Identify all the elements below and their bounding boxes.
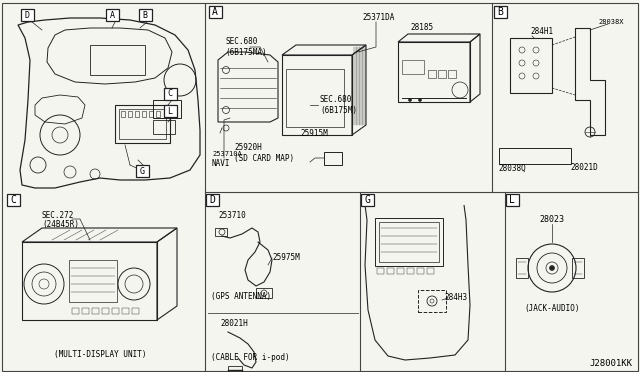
- Bar: [377, 268, 384, 274]
- Text: (24B45R): (24B45R): [42, 219, 79, 228]
- Text: G: G: [140, 167, 145, 176]
- Text: 253710: 253710: [218, 211, 246, 219]
- Text: (6B175MA): (6B175MA): [225, 48, 267, 57]
- Bar: [438, 70, 446, 78]
- Bar: [82, 308, 89, 314]
- Bar: [494, 6, 507, 18]
- Text: 28023: 28023: [540, 215, 564, 224]
- Text: 284H1: 284H1: [530, 28, 553, 36]
- Text: 25975M: 25975M: [272, 253, 300, 263]
- Bar: [418, 290, 446, 312]
- Text: 28185: 28185: [410, 23, 433, 32]
- Bar: [156, 111, 160, 117]
- Bar: [256, 288, 272, 298]
- Circle shape: [419, 99, 422, 102]
- Bar: [427, 268, 434, 274]
- Bar: [92, 308, 99, 314]
- Bar: [510, 38, 552, 93]
- Text: C: C: [168, 90, 173, 99]
- Text: (CABLE FOR i-pod): (CABLE FOR i-pod): [211, 353, 290, 362]
- Bar: [164, 105, 177, 117]
- Bar: [72, 308, 79, 314]
- Bar: [21, 9, 34, 21]
- Text: (GPS ANTENNA): (GPS ANTENNA): [211, 292, 271, 301]
- Bar: [428, 70, 436, 78]
- Circle shape: [550, 266, 554, 270]
- Bar: [139, 9, 152, 21]
- Circle shape: [408, 99, 412, 102]
- Text: D: D: [24, 10, 29, 19]
- Bar: [121, 111, 125, 117]
- Bar: [209, 6, 222, 18]
- Text: 28021D: 28021D: [570, 164, 598, 173]
- Text: NAVI: NAVI: [212, 158, 230, 167]
- Bar: [90, 45, 145, 75]
- Bar: [153, 100, 181, 118]
- Bar: [136, 165, 149, 177]
- Bar: [122, 308, 129, 314]
- Bar: [407, 268, 414, 274]
- Bar: [398, 42, 470, 102]
- Text: SEC.272: SEC.272: [42, 211, 74, 219]
- Bar: [361, 194, 374, 206]
- Bar: [106, 9, 119, 21]
- Bar: [379, 222, 439, 262]
- Text: 284H3: 284H3: [444, 292, 467, 301]
- Text: A: A: [109, 10, 115, 19]
- Bar: [516, 258, 528, 278]
- Bar: [153, 120, 175, 134]
- Bar: [499, 148, 571, 164]
- Bar: [375, 218, 443, 266]
- Text: 28038X: 28038X: [598, 19, 623, 25]
- Text: L: L: [168, 106, 173, 115]
- Text: SEC.680: SEC.680: [225, 38, 257, 46]
- Text: J28001KK: J28001KK: [589, 359, 632, 369]
- Text: 25371DA: 25371DA: [362, 13, 394, 22]
- Bar: [506, 194, 519, 206]
- Bar: [206, 194, 219, 206]
- Bar: [324, 152, 342, 165]
- Bar: [402, 60, 424, 74]
- Bar: [149, 111, 153, 117]
- Text: 28038Q: 28038Q: [498, 164, 525, 173]
- Text: (6B175M): (6B175M): [320, 106, 357, 115]
- Bar: [115, 105, 170, 143]
- Bar: [7, 194, 20, 206]
- Bar: [286, 69, 344, 127]
- Bar: [132, 308, 139, 314]
- Text: 28021H: 28021H: [220, 318, 248, 327]
- Text: 25915M: 25915M: [300, 129, 328, 138]
- Bar: [135, 111, 139, 117]
- Text: G: G: [364, 195, 370, 205]
- Text: B: B: [143, 10, 147, 19]
- Bar: [164, 88, 177, 100]
- Bar: [387, 268, 394, 274]
- Text: 25920H: 25920H: [234, 144, 262, 153]
- Bar: [397, 268, 404, 274]
- Bar: [22, 242, 157, 320]
- Text: SEC.680: SEC.680: [320, 96, 353, 105]
- Bar: [417, 268, 424, 274]
- Bar: [119, 109, 166, 139]
- Text: B: B: [497, 7, 503, 17]
- Text: (JACK-AUDIO): (JACK-AUDIO): [524, 304, 580, 312]
- Bar: [102, 308, 109, 314]
- Bar: [215, 228, 227, 236]
- Bar: [69, 260, 117, 302]
- Text: A: A: [212, 7, 218, 17]
- Text: L: L: [509, 195, 515, 205]
- Bar: [572, 258, 584, 278]
- Text: (MULTI-DISPLAY UNIT): (MULTI-DISPLAY UNIT): [54, 350, 147, 359]
- Text: D: D: [209, 195, 215, 205]
- Bar: [128, 111, 132, 117]
- Bar: [228, 366, 242, 372]
- Bar: [282, 55, 352, 135]
- Text: C: C: [10, 195, 16, 205]
- Text: (SD CARD MAP): (SD CARD MAP): [234, 154, 294, 163]
- Bar: [142, 111, 146, 117]
- Bar: [448, 70, 456, 78]
- Bar: [112, 308, 119, 314]
- Text: 253710A: 253710A: [212, 151, 242, 157]
